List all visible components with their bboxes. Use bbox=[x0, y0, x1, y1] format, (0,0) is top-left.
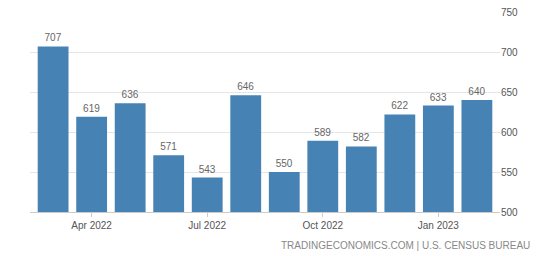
svg-text:750: 750 bbox=[501, 7, 518, 18]
svg-text:Oct 2022: Oct 2022 bbox=[302, 220, 343, 231]
svg-text:550: 550 bbox=[276, 158, 293, 169]
svg-text:700: 700 bbox=[501, 47, 518, 58]
svg-text:633: 633 bbox=[430, 92, 447, 103]
svg-text:Jan 2023: Jan 2023 bbox=[418, 220, 460, 231]
svg-text:619: 619 bbox=[83, 103, 100, 114]
svg-text:TRADINGECONOMICS.COM | U.S. CE: TRADINGECONOMICS.COM | U.S. CENSUS BUREA… bbox=[281, 240, 530, 251]
svg-text:582: 582 bbox=[353, 132, 370, 143]
svg-text:640: 640 bbox=[468, 86, 485, 97]
svg-text:707: 707 bbox=[45, 32, 62, 43]
svg-text:550: 550 bbox=[501, 167, 518, 178]
svg-text:589: 589 bbox=[314, 127, 331, 138]
svg-text:622: 622 bbox=[391, 100, 408, 111]
svg-text:500: 500 bbox=[501, 207, 518, 218]
svg-text:636: 636 bbox=[122, 89, 139, 100]
svg-text:Jul 2022: Jul 2022 bbox=[188, 220, 226, 231]
svg-text:543: 543 bbox=[199, 164, 216, 175]
svg-text:650: 650 bbox=[501, 87, 518, 98]
svg-text:600: 600 bbox=[501, 127, 518, 138]
svg-text:Apr 2022: Apr 2022 bbox=[71, 220, 112, 231]
svg-text:646: 646 bbox=[237, 81, 254, 92]
svg-text:571: 571 bbox=[160, 141, 177, 152]
